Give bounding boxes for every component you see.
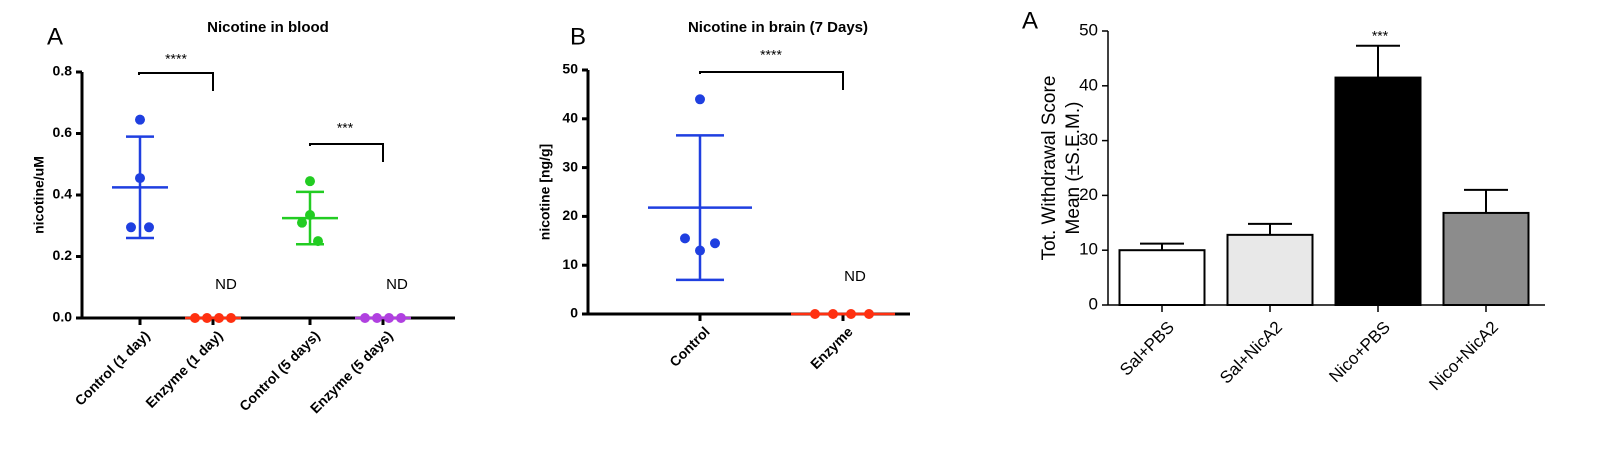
sd-bar [676, 134, 724, 282]
data-point [135, 173, 145, 184]
x-tick-label: Sal+PBS [1116, 318, 1178, 380]
data-point [226, 313, 236, 323]
data-point [305, 209, 315, 220]
bar [1118, 249, 1206, 306]
annotation: ND [215, 276, 237, 293]
data-point [297, 217, 307, 228]
data-point [396, 313, 406, 323]
x-tick-label: Sal+NicA2 [1216, 318, 1286, 388]
significance-bracket [138, 72, 214, 91]
error-bar [1248, 222, 1292, 235]
data-point [313, 236, 323, 247]
y-tick-label: 40 [562, 110, 578, 126]
panel-label: B [570, 23, 586, 50]
error-bar [1140, 242, 1184, 251]
x-tick-label: Enzyme [807, 323, 856, 372]
data-point [695, 94, 705, 105]
y-tick-label: 50 [562, 61, 578, 77]
annotation: *** [337, 120, 354, 136]
significance-bracket [309, 143, 384, 162]
chart-title: Nicotine in brain (7 Days) [688, 19, 868, 36]
y-tick-label: 20 [1079, 185, 1098, 204]
error-bar [1464, 188, 1508, 213]
y-axis-label: nicotine [ng/g] [537, 144, 553, 240]
data-point [680, 233, 690, 244]
y-tick-label: 0.0 [53, 309, 73, 325]
x-tick-label: Nico+NicA2 [1425, 318, 1502, 395]
data-point [695, 245, 705, 256]
y-tick-label: 10 [1079, 240, 1098, 259]
chart-title: Nicotine in blood [207, 19, 329, 36]
x-tick-label: Control [666, 323, 713, 370]
data-point [202, 313, 212, 323]
panel-label: A [1022, 7, 1038, 34]
data-point [360, 313, 370, 323]
y-tick-label: 10 [562, 256, 578, 272]
data-point [864, 309, 874, 319]
annotation: **** [165, 51, 187, 67]
y-axis-label: Tot. Withdrawal Score [1039, 76, 1060, 261]
data-point [372, 313, 382, 323]
y-tick-label: 50 [1079, 20, 1098, 39]
data-point [810, 309, 820, 319]
annotation: *** [1372, 28, 1389, 44]
bar [1226, 233, 1314, 306]
data-point [305, 176, 315, 187]
data-point [135, 114, 145, 125]
data-point [710, 238, 720, 249]
data-point [828, 309, 838, 319]
data-point [144, 222, 154, 233]
error-bar [1356, 44, 1400, 78]
data-point [846, 309, 856, 319]
y-tick-label: 0.4 [53, 186, 73, 202]
significance-bracket [699, 71, 844, 90]
x-tick-label: Enzyme (1 day) [142, 327, 225, 410]
data-point [384, 313, 394, 323]
annotation: ND [386, 276, 408, 293]
annotation: ND [844, 268, 866, 285]
annotation: **** [760, 47, 782, 63]
y-tick-label: 30 [1079, 130, 1098, 149]
y-axis-label: nicotine/uM [31, 156, 47, 234]
x-tick-label: Control (1 day) [72, 327, 153, 408]
bar [1334, 76, 1422, 306]
bar [1442, 211, 1530, 307]
y-axis-label: Mean (±S.E.M.) [1063, 102, 1084, 235]
data-point [126, 222, 136, 233]
y-tick-label: 30 [562, 158, 578, 174]
y-tick-label: 40 [1079, 75, 1098, 94]
sd-bar [126, 135, 154, 240]
y-tick-label: 0 [570, 305, 578, 321]
x-tick-label: Nico+PBS [1325, 318, 1394, 387]
y-tick-label: 0.8 [53, 63, 73, 79]
data-point [190, 313, 200, 323]
y-tick-label: 0.6 [53, 124, 73, 140]
data-point [214, 313, 224, 323]
panel-label: A [47, 23, 63, 50]
y-tick-label: 20 [562, 207, 578, 223]
y-tick-label: 0 [1089, 294, 1098, 313]
y-tick-label: 0.2 [53, 247, 73, 263]
